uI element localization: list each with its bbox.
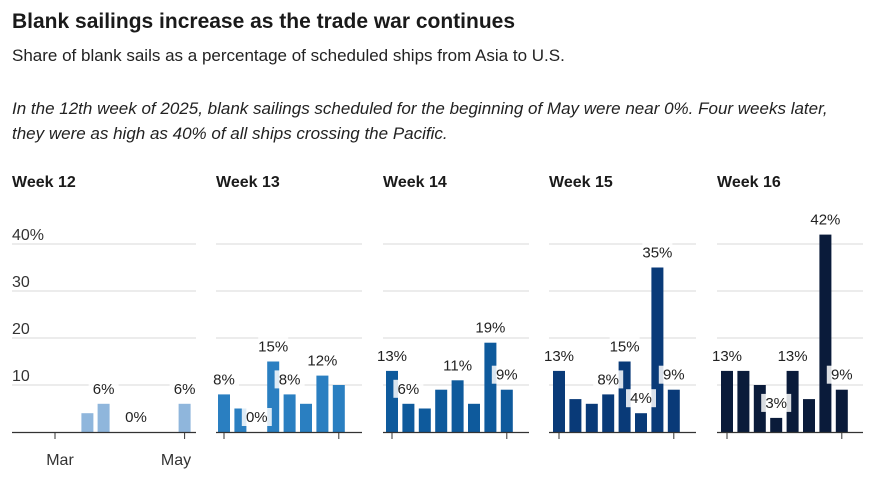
data-label: 9% <box>663 367 685 384</box>
data-label: 12% <box>307 353 337 370</box>
bar <box>97 403 110 432</box>
data-label: 42% <box>810 212 840 229</box>
bar <box>651 267 664 432</box>
x-tick-label: Mar <box>46 452 74 469</box>
data-label: 15% <box>610 339 640 356</box>
bar <box>300 403 312 432</box>
data-label-bg <box>274 370 305 389</box>
data-label: 15% <box>258 339 288 356</box>
panel-title-4: Week 15 <box>549 174 613 191</box>
data-label: 6% <box>398 381 420 398</box>
bar <box>468 403 480 432</box>
bar <box>283 394 296 432</box>
data-label-bg <box>88 379 119 398</box>
x-tick-label: May <box>161 452 191 469</box>
bar <box>786 370 799 432</box>
bar <box>418 408 431 432</box>
bar <box>332 385 345 432</box>
bar <box>218 394 230 432</box>
bar <box>835 389 848 432</box>
bar <box>585 403 598 432</box>
data-label: 4% <box>630 390 652 407</box>
data-label: 13% <box>778 348 808 365</box>
bar <box>553 370 565 432</box>
y-tick-label: 20 <box>12 321 30 338</box>
data-label-bg <box>609 337 640 356</box>
bar <box>667 389 680 432</box>
chart-subtitle: Share of blank sails as a percentage of … <box>12 46 565 65</box>
bar <box>435 389 448 432</box>
data-label: 8% <box>213 371 235 388</box>
data-label-bg <box>658 365 689 384</box>
panel-title-3: Week 14 <box>383 174 447 191</box>
y-tick-label: 40% <box>12 227 44 244</box>
data-label-bg <box>169 379 200 398</box>
data-label-bg <box>209 370 239 389</box>
data-label-bg <box>626 389 656 408</box>
data-label-bg <box>777 346 808 365</box>
data-label: 6% <box>174 381 196 398</box>
data-label-bg <box>307 351 338 370</box>
data-label-bg <box>761 393 792 412</box>
bar <box>451 380 464 432</box>
data-label: 9% <box>831 367 853 384</box>
bar <box>316 375 329 432</box>
data-label-bg <box>377 346 407 365</box>
bar <box>484 342 497 432</box>
y-tick-label: 30 <box>12 274 30 291</box>
panel-title-2: Week 13 <box>216 174 280 191</box>
data-label: 3% <box>765 395 787 412</box>
bar <box>81 413 94 432</box>
data-label: 13% <box>544 348 574 365</box>
bar <box>721 370 733 432</box>
data-label: 0% <box>125 409 147 426</box>
bar <box>635 413 647 432</box>
data-label-bg <box>121 408 151 426</box>
data-label-bg <box>810 210 841 229</box>
chart-annotation: In the 12th week of 2025, blank sailings… <box>12 99 828 143</box>
data-label: 6% <box>93 381 115 398</box>
y-tick-label: 10 <box>12 368 30 385</box>
chart-title: Blank sailings increase as the trade war… <box>12 10 516 33</box>
bar <box>803 399 815 432</box>
data-label-bg <box>442 356 473 375</box>
bar <box>737 370 750 432</box>
data-label-bg <box>491 365 522 384</box>
data-label-bg <box>241 408 272 426</box>
data-label: 13% <box>712 348 742 365</box>
panel-title-5: Week 16 <box>717 174 781 191</box>
data-label-bg <box>826 365 857 384</box>
bar <box>500 389 513 432</box>
data-label: 19% <box>475 320 505 337</box>
bar <box>602 394 615 432</box>
data-label: 8% <box>597 371 619 388</box>
data-label-bg <box>593 370 624 389</box>
data-label: 13% <box>377 348 407 365</box>
bar <box>569 399 582 432</box>
data-label: 0% <box>246 409 268 426</box>
bar <box>819 234 832 432</box>
data-label-bg <box>258 337 289 356</box>
data-label-bg <box>712 346 742 365</box>
bar <box>178 403 191 432</box>
data-label: 35% <box>642 245 672 262</box>
data-label-bg <box>393 379 424 398</box>
data-label: 11% <box>443 357 472 374</box>
panel-title-1: Week 12 <box>12 174 76 191</box>
data-label-bg <box>642 243 673 262</box>
data-label: 9% <box>496 367 518 384</box>
bar <box>770 417 783 432</box>
data-label: 8% <box>279 371 301 388</box>
data-label-bg <box>544 346 574 365</box>
bar <box>402 403 415 432</box>
data-label-bg <box>475 318 506 337</box>
